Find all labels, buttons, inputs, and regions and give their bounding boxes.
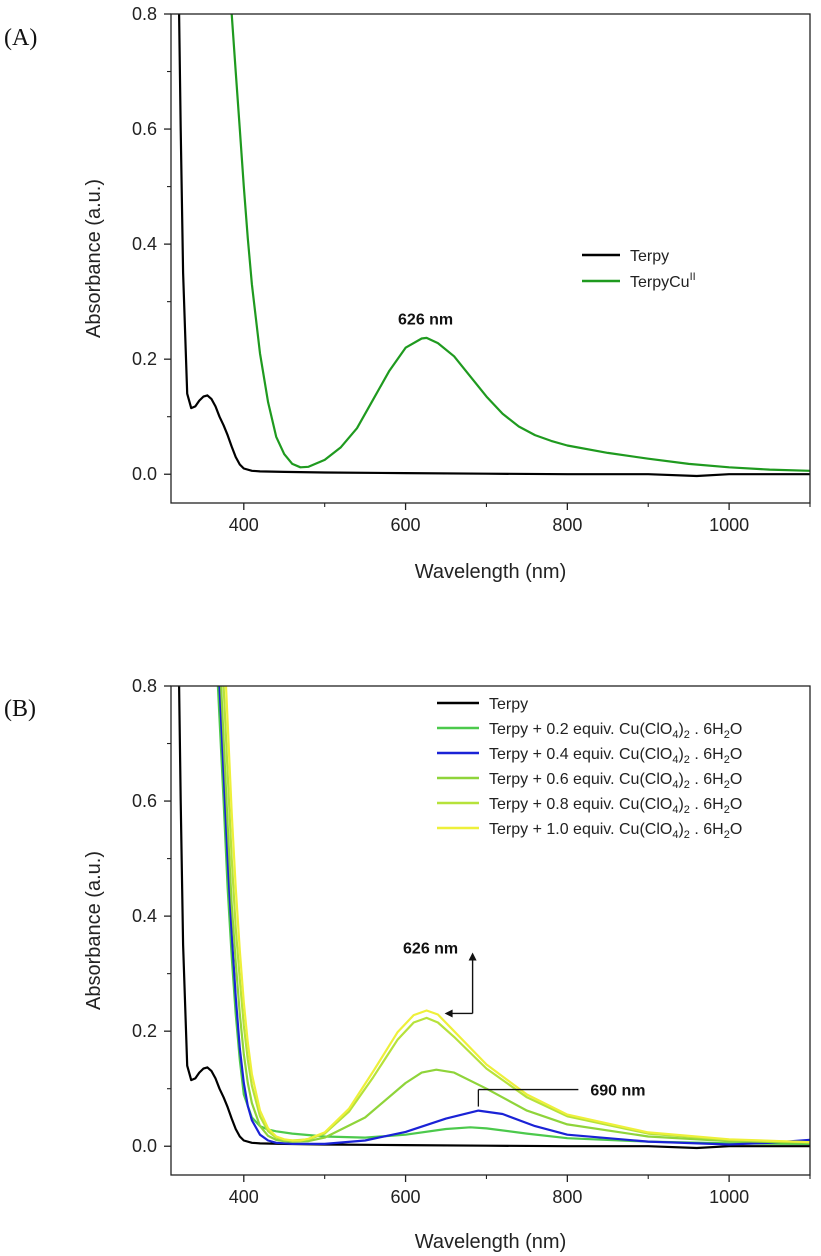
series-line-1 [230, 14, 810, 472]
legend: Terpy Terpy + 0.2 equiv. Cu(ClO4)2 . 6H2O… [437, 696, 742, 841]
series-line-0 [178, 686, 810, 1150]
plot-frame [170, 685, 811, 1176]
legend-entry-0: Terpy [489, 696, 528, 713]
annotation-690nm: 690 nm [590, 1083, 645, 1100]
y-tick-label: 0.0 [132, 1136, 157, 1156]
legend-entry-1: Terpy + 0.2 equiv. Cu(ClO4)2 . 6H2O [489, 721, 742, 741]
y-tick-label: 0.4 [132, 234, 157, 254]
y-tick-label: 0.8 [132, 676, 157, 696]
panel-b: 400 600 800 1000 0.0 0.2 0.4 0.6 0.8 Wavelength (… [4, 676, 811, 1253]
y-tick-label: 0.2 [132, 1021, 157, 1041]
y-tick-label: 0.0 [132, 464, 157, 484]
x-tick-label: 800 [552, 1187, 582, 1207]
legend-entry-0: Terpy [630, 248, 669, 265]
x-tick-label: 600 [391, 1187, 421, 1207]
x-tick-label: 800 [552, 515, 582, 535]
x-tick-label: 1000 [709, 515, 749, 535]
legend: Terpy TerpyCuII [582, 248, 696, 291]
y-tick-label: 0.8 [132, 4, 157, 24]
panel-a: 400 600 800 1000 0.0 0.2 0.4 0.6 0.8 Wavelength (… [4, 4, 811, 583]
x-tick-label: 600 [391, 515, 421, 535]
panel-label: (A) [4, 25, 37, 51]
series-line-1 [216, 686, 810, 1145]
annotation-626nm: 626 nm [403, 940, 458, 957]
legend-entry-5: Terpy + 1.0 equiv. Cu(ClO4)2 . 6H2O [489, 821, 742, 841]
legend-entry-3: Terpy + 0.6 equiv. Cu(ClO4)2 . 6H2O [489, 771, 742, 791]
legend-entry-2: Terpy + 0.4 equiv. Cu(ClO4)2 . 6H2O [489, 746, 742, 766]
y-tick-label: 0.4 [132, 906, 157, 926]
y-tick-label: 0.6 [132, 119, 157, 139]
series-line-5 [224, 686, 810, 1144]
x-tick-label: 400 [229, 515, 259, 535]
series-group [178, 14, 810, 478]
y-axis-title: Absorbance (a.u.) [83, 179, 105, 338]
panel-label: (B) [4, 696, 36, 722]
x-tick-label: 400 [229, 1187, 259, 1207]
arrow-head-up [468, 952, 477, 961]
series-line-0 [178, 14, 810, 478]
legend-entry-1: TerpyCuII [630, 271, 696, 291]
x-axis-title: Wavelength (nm) [415, 1231, 567, 1253]
arrow-head-left [444, 1009, 453, 1018]
x-tick-label: 1000 [709, 1187, 749, 1207]
y-axis-title: Absorbance (a.u.) [83, 851, 105, 1010]
x-axis-title: Wavelength (nm) [415, 561, 567, 583]
series-line-2 [218, 686, 810, 1146]
plot-frame [170, 13, 811, 504]
series-group [178, 686, 810, 1150]
legend-entry-4: Terpy + 0.8 equiv. Cu(ClO4)2 . 6H2O [489, 796, 742, 816]
y-tick-label: 0.6 [132, 791, 157, 811]
y-tick-label: 0.2 [132, 349, 157, 369]
annotation-626nm: 626 nm [398, 311, 453, 328]
